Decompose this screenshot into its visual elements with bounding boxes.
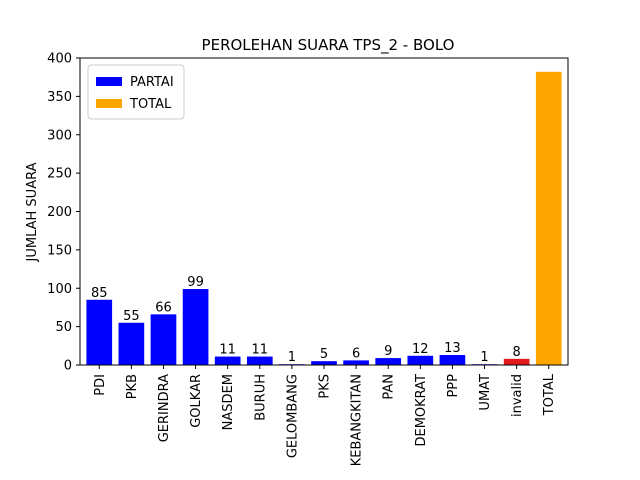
bar-total xyxy=(535,71,562,365)
data-label: 6 xyxy=(352,346,360,361)
x-tick-label: TOTAL xyxy=(542,373,557,416)
bar-demokrat xyxy=(407,355,434,365)
data-label: 9 xyxy=(384,344,392,359)
data-label: 11 xyxy=(252,343,269,358)
x-tick-label: GOLKAR xyxy=(189,374,204,428)
data-label: 5 xyxy=(320,347,328,362)
y-axis-label: JUMLAH SUARA xyxy=(25,162,40,262)
x-tick-label: KEBANGKITAN xyxy=(350,374,365,466)
bar-nasdem xyxy=(214,356,241,365)
data-label: 99 xyxy=(187,275,204,290)
bar-pks xyxy=(311,361,337,365)
x-tick-label: PDI xyxy=(93,374,108,396)
data-label: 85 xyxy=(91,286,108,301)
data-label: 1 xyxy=(288,350,296,365)
bar-ppp xyxy=(439,355,466,365)
x-tick-label: GERINDRA xyxy=(157,374,172,442)
x-tick-label: PKS xyxy=(318,374,333,399)
data-label: 8 xyxy=(512,345,520,360)
bar-pdi xyxy=(86,299,113,365)
bar-buruh xyxy=(246,356,273,365)
chart-title: PEROLEHAN SUARA TPS_2 - BOLO xyxy=(202,36,455,55)
y-tick-label: 250 xyxy=(47,167,72,182)
x-tick-label: BURUH xyxy=(253,374,268,421)
x-tick-label: UMAT xyxy=(478,374,493,411)
y-tick-label: 350 xyxy=(47,90,72,105)
legend-swatch xyxy=(96,77,122,86)
legend-label: TOTAL xyxy=(129,97,172,112)
x-tick-label: PPP xyxy=(446,374,461,398)
data-label: 66 xyxy=(155,300,172,315)
x-tick-label: PKB xyxy=(125,374,140,399)
data-label: 1 xyxy=(480,350,488,365)
legend-label: PARTAI xyxy=(130,75,174,90)
data-label: 11 xyxy=(219,343,236,358)
bar-gerindra xyxy=(150,314,177,365)
x-tick-label: PAN xyxy=(382,374,397,400)
data-label: 13 xyxy=(444,341,461,356)
data-label: 12 xyxy=(412,342,429,357)
x-tick-label: NASDEM xyxy=(221,374,236,430)
y-tick-label: 150 xyxy=(47,243,72,258)
bar-kebangkitan xyxy=(343,360,369,365)
x-tick-label: invalid xyxy=(510,374,525,417)
legend-swatch xyxy=(96,99,122,108)
y-tick-label: 100 xyxy=(47,282,72,297)
bar-pan xyxy=(375,358,402,365)
y-tick-label: 400 xyxy=(47,52,72,67)
data-label: 55 xyxy=(123,309,140,324)
x-tick-label: GELOMBANG xyxy=(285,374,300,458)
y-tick-label: 200 xyxy=(47,205,72,220)
y-tick-label: 300 xyxy=(47,128,72,143)
y-tick-label: 0 xyxy=(64,359,72,374)
y-tick-label: 50 xyxy=(55,320,72,335)
bar-pkb xyxy=(118,322,145,365)
bar-invalid xyxy=(503,358,530,365)
x-tick-label: DEMOKRAT xyxy=(414,374,429,447)
bar-golkar xyxy=(182,289,209,365)
